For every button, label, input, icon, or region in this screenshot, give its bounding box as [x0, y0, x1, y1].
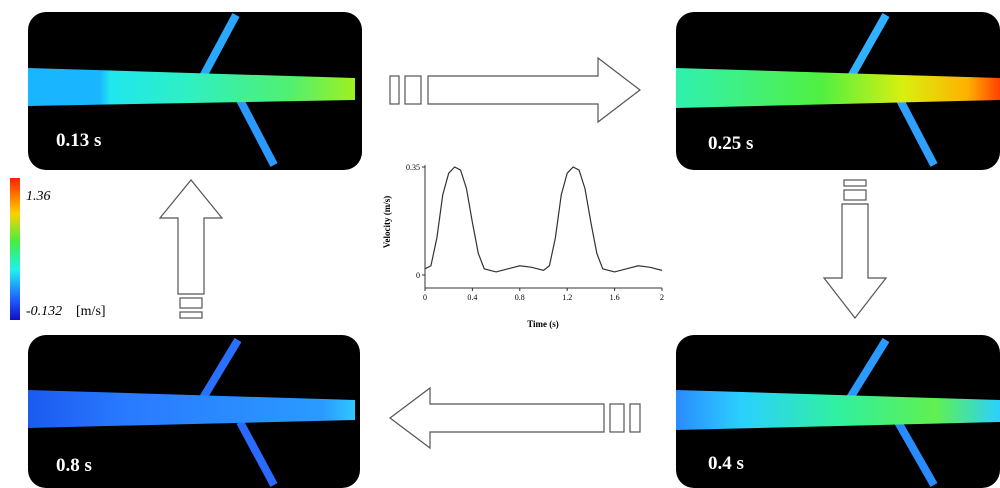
- x-axis-label: Time (s): [527, 319, 559, 329]
- panel-label: 0.8 s: [56, 455, 92, 476]
- panel-label: 0.25 s: [708, 133, 753, 154]
- y-tick-label: 0: [416, 271, 420, 280]
- x-tick-label: 1.6: [610, 293, 620, 302]
- arrow-left: [390, 388, 640, 448]
- colorbar-unit: [m/s]: [76, 304, 106, 319]
- x-tick-label: 2: [660, 293, 664, 302]
- panel-label: 0.13 s: [56, 130, 101, 151]
- panel: 0.4 s: [676, 335, 1000, 488]
- y-tick-label: 0.35: [406, 163, 420, 172]
- panel: 0.25 s: [676, 12, 1000, 170]
- figure: 0.13 s 0.25 s 0.4 s 0.8 s: [0, 0, 1000, 488]
- x-tick-label: 0.8: [515, 293, 525, 302]
- y-axis-label: Velocity (m/s): [382, 196, 392, 248]
- arrow-right: [390, 58, 640, 122]
- panel: 0.13 s: [28, 12, 362, 170]
- arrow-up: [160, 180, 222, 318]
- x-tick-label: 0.4: [467, 293, 477, 302]
- colorbar-min: -0.132: [26, 304, 62, 319]
- velocity-line: [425, 167, 662, 272]
- x-tick-label: 1.2: [562, 293, 572, 302]
- panel-label: 0.4 s: [708, 453, 744, 474]
- velocity-chart: Time (s) Velocity (m/s) 0 0.4 0.8 1.2 1.6 2 0 0…: [382, 163, 664, 329]
- arrow-down: [824, 180, 886, 318]
- colorbar: 1.36 -0.132 [m/s]: [10, 178, 106, 320]
- colorbar-max: 1.36: [26, 189, 51, 204]
- panel: 0.8 s: [28, 335, 360, 488]
- x-tick-label: 0: [423, 293, 427, 302]
